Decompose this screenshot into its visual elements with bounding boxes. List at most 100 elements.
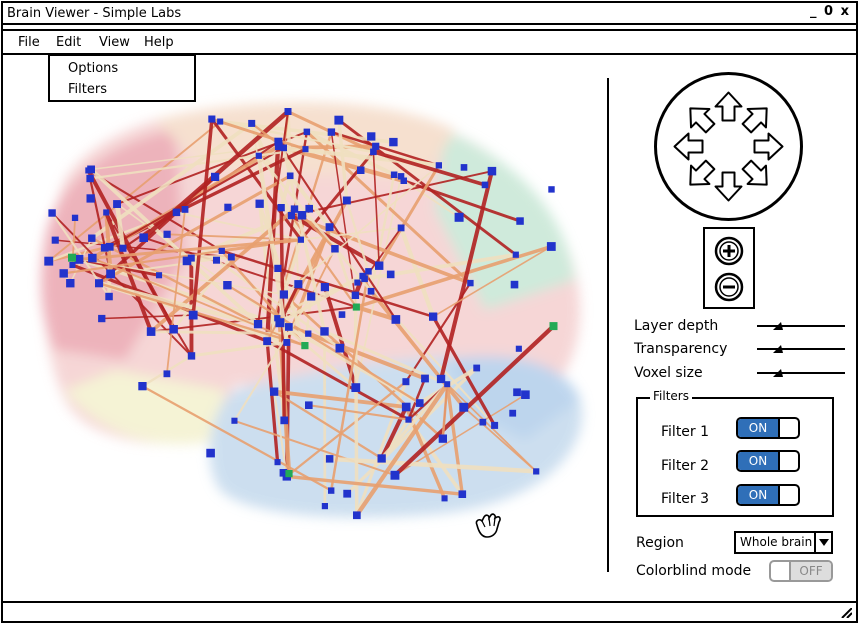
network-node[interactable] [51, 236, 59, 244]
network-node[interactable] [95, 279, 104, 288]
network-node[interactable] [479, 418, 487, 426]
network-node[interactable] [320, 327, 329, 336]
network-node[interactable] [274, 137, 283, 146]
network-node[interactable] [327, 128, 336, 136]
network-node[interactable] [106, 269, 115, 279]
network-node[interactable] [187, 254, 195, 262]
network-node[interactable] [342, 196, 351, 205]
network-node[interactable] [88, 253, 97, 263]
network-node[interactable] [71, 214, 79, 221]
network-node[interactable] [375, 261, 384, 270]
network-node[interactable] [320, 283, 329, 292]
filter-3-toggle[interactable]: ON [736, 484, 800, 506]
network-node[interactable] [283, 339, 291, 346]
network-node[interactable] [338, 311, 346, 318]
network-node[interactable] [303, 128, 311, 136]
network-node[interactable] [359, 272, 366, 280]
network-node[interactable] [405, 416, 412, 423]
network-node[interactable] [69, 262, 76, 268]
network-node[interactable] [285, 470, 293, 478]
maximize-button[interactable]: 0 [824, 4, 835, 19]
network-node[interactable] [206, 448, 215, 458]
network-node[interactable] [421, 374, 429, 383]
network-node[interactable] [343, 489, 352, 498]
network-node[interactable] [325, 223, 334, 232]
pan-up-arrow-icon[interactable] [714, 91, 743, 122]
menu-edit[interactable]: Edit [56, 35, 82, 50]
network-node[interactable] [146, 327, 156, 336]
chevron-down-icon[interactable] [814, 533, 831, 552]
menu-item-options[interactable]: Options [68, 61, 119, 76]
network-node[interactable] [353, 511, 361, 520]
network-node[interactable] [188, 310, 198, 320]
network-node[interactable] [391, 315, 401, 324]
network-node[interactable] [113, 200, 121, 208]
network-node[interactable] [208, 115, 216, 123]
network-node[interactable] [334, 115, 344, 125]
network-node[interactable] [297, 211, 307, 220]
pan-down-left-arrow-icon[interactable] [681, 156, 719, 194]
network-node[interactable] [513, 388, 521, 397]
resize-grip-icon[interactable] [840, 608, 852, 618]
network-node[interactable] [454, 212, 464, 222]
network-node[interactable] [351, 291, 360, 299]
network-node[interactable] [549, 322, 558, 331]
network-node[interactable] [74, 254, 84, 264]
network-node[interactable] [223, 281, 232, 290]
network-node[interactable] [86, 194, 95, 203]
network-node[interactable] [290, 205, 299, 213]
network-node[interactable] [372, 142, 380, 150]
network-node[interactable] [441, 495, 448, 502]
network-node[interactable] [86, 174, 94, 183]
filter-2-toggle[interactable]: ON [736, 450, 800, 472]
network-node[interactable] [248, 119, 256, 127]
pan-up-right-arrow-icon[interactable] [738, 99, 776, 137]
menu-file[interactable]: File [18, 35, 40, 50]
network-node[interactable] [305, 401, 313, 409]
network-node[interactable] [397, 173, 405, 180]
network-node[interactable] [68, 253, 76, 262]
network-node[interactable] [397, 224, 405, 232]
network-node[interactable] [481, 181, 489, 189]
network-node[interactable] [467, 279, 474, 287]
network-node[interactable] [294, 280, 303, 289]
network-node[interactable] [436, 374, 446, 384]
pan-right-arrow-icon[interactable] [753, 132, 784, 161]
network-node[interactable] [279, 469, 288, 477]
network-node[interactable] [546, 242, 556, 251]
network-node[interactable] [401, 402, 411, 412]
network-node[interactable] [163, 370, 171, 378]
pan-down-arrow-icon[interactable] [714, 171, 743, 202]
network-node[interactable] [351, 383, 361, 392]
network-node[interactable] [270, 387, 279, 396]
network-node[interactable] [274, 142, 283, 151]
voxel-size-slider[interactable] [757, 366, 845, 380]
network-node[interactable] [390, 470, 400, 480]
network-node[interactable] [182, 256, 192, 266]
network-node[interactable] [515, 345, 522, 352]
network-node[interactable] [460, 164, 468, 171]
minimize-button[interactable]: _ [810, 4, 818, 19]
network-node[interactable] [284, 108, 292, 115]
network-node[interactable] [491, 421, 499, 429]
voxel-size-thumb[interactable] [773, 369, 783, 377]
network-node[interactable] [227, 253, 235, 261]
transparency-slider[interactable] [757, 342, 845, 356]
zoom-out-icon[interactable] [712, 270, 746, 304]
network-node[interactable] [325, 455, 334, 463]
network-node[interactable] [321, 503, 328, 510]
network-node[interactable] [105, 292, 113, 301]
network-node[interactable] [390, 171, 398, 179]
network-node[interactable] [509, 409, 517, 417]
network-node[interactable] [253, 320, 263, 329]
network-node[interactable] [231, 417, 238, 424]
transparency-thumb[interactable] [773, 345, 783, 353]
network-node[interactable] [335, 343, 345, 353]
network-node[interactable] [224, 203, 232, 211]
network-node[interactable] [301, 342, 309, 350]
network-node[interactable] [402, 378, 410, 386]
pan-up-left-arrow-icon[interactable] [681, 99, 719, 137]
network-node[interactable] [103, 209, 110, 216]
filter-1-toggle[interactable]: ON [736, 417, 800, 439]
network-node[interactable] [274, 315, 281, 322]
